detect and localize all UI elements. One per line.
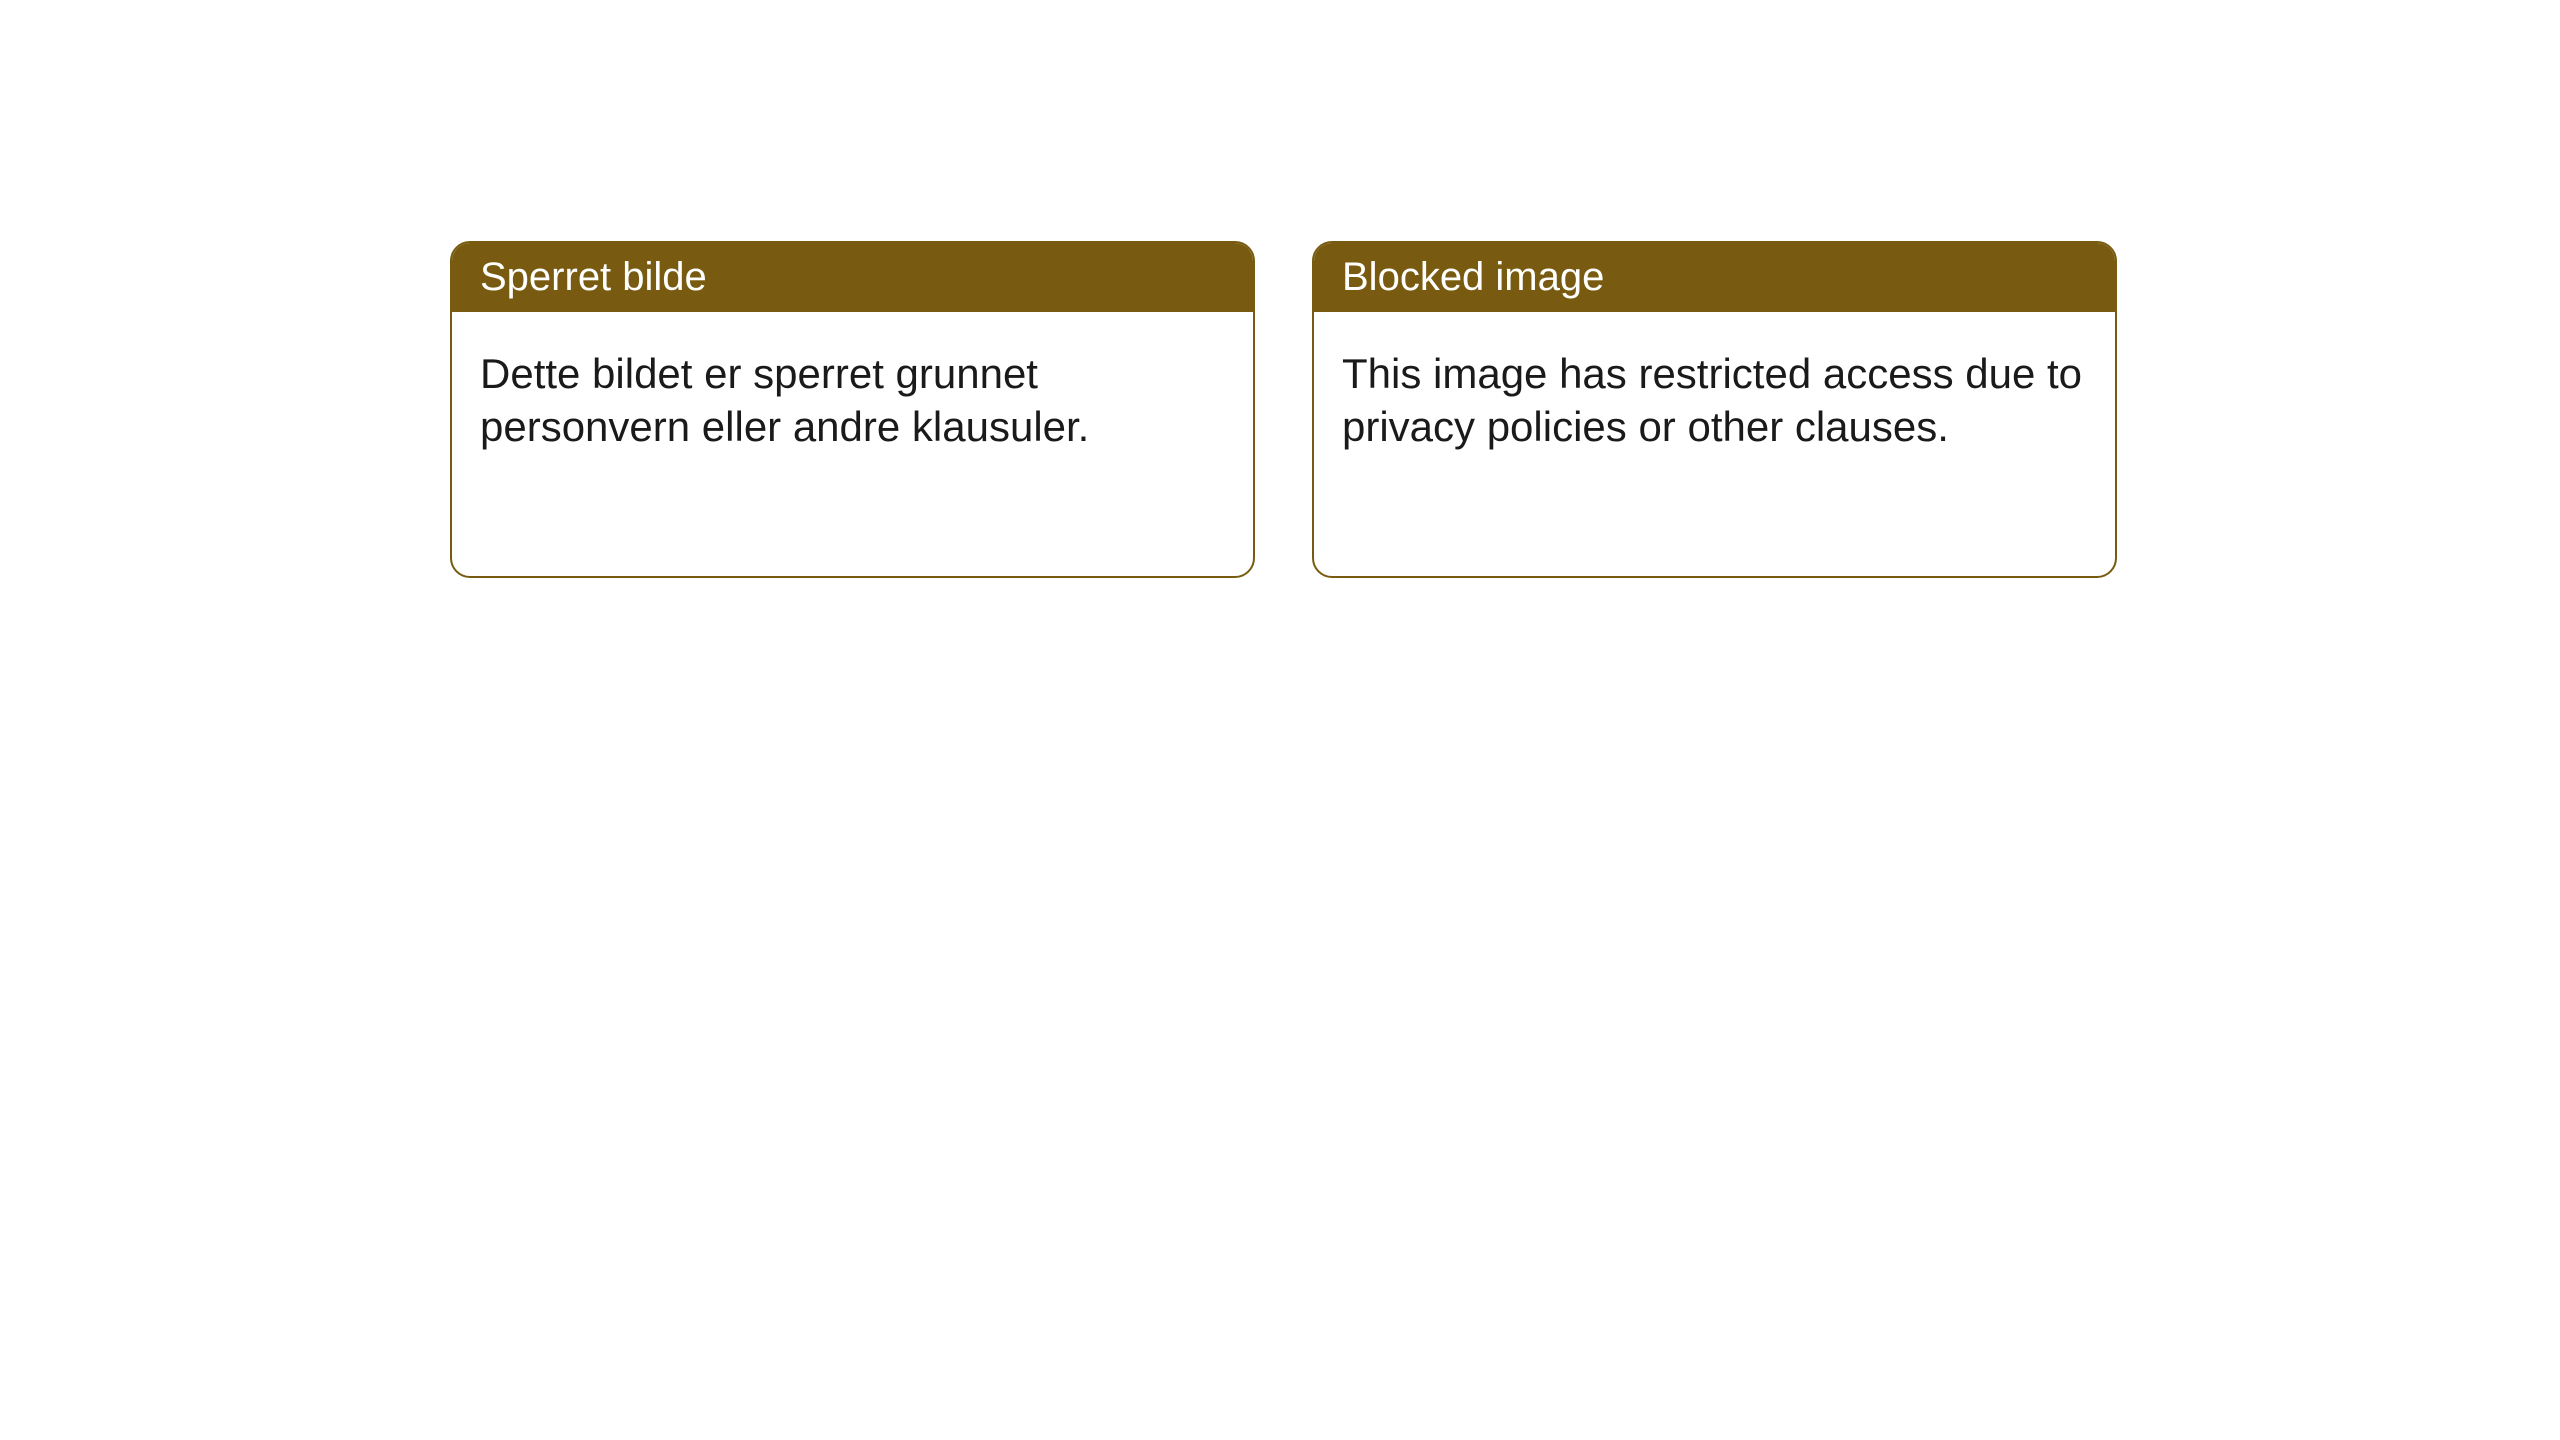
- notice-card-english: Blocked image This image has restricted …: [1312, 241, 2117, 578]
- card-title: Sperret bilde: [452, 243, 1253, 312]
- card-body-text: This image has restricted access due to …: [1314, 312, 2115, 489]
- notice-cards-container: Sperret bilde Dette bildet er sperret gr…: [450, 241, 2117, 578]
- card-body-text: Dette bildet er sperret grunnet personve…: [452, 312, 1253, 489]
- card-title: Blocked image: [1314, 243, 2115, 312]
- notice-card-norwegian: Sperret bilde Dette bildet er sperret gr…: [450, 241, 1255, 578]
